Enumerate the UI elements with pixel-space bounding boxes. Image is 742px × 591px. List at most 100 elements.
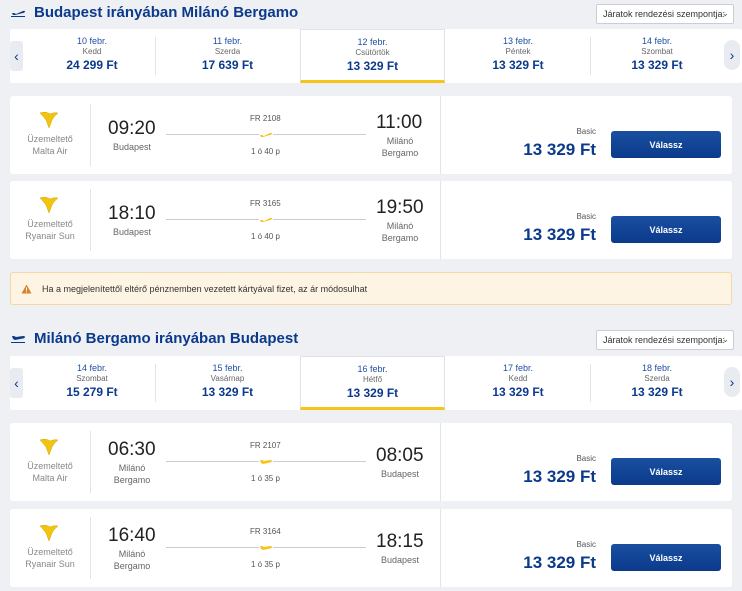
date-price: 13 329 Ft	[631, 385, 683, 399]
divider	[90, 104, 91, 166]
flight-card: Üzemeltető Ryanair Sun 18:10 Budapest FR…	[10, 181, 732, 259]
date-label: 13 febr.	[502, 36, 534, 46]
arrival-place: Budapest	[380, 555, 420, 565]
prev-dates-button[interactable]: ‹	[10, 368, 23, 398]
ryanair-harp-icon	[39, 196, 59, 214]
flight-card: Üzemeltető Ryanair Sun 16:40 Milánó Berg…	[10, 509, 732, 587]
operator-name: Malta Air	[32, 146, 68, 156]
plane-icon	[259, 455, 273, 467]
arrival-time: 08:05	[376, 445, 424, 466]
date-label: 12 febr.	[357, 37, 388, 47]
select-flight-button[interactable]: Válassz	[611, 458, 721, 485]
arrival-time: 18:15	[376, 531, 424, 552]
arrival-place: Milánó	[386, 221, 414, 231]
arrival-place-detail: Bergamo	[381, 233, 419, 243]
inbound-header: Milánó Bergamo irányában Budapest	[10, 327, 298, 349]
warning-icon	[21, 284, 32, 293]
weekday-label: Szerda	[214, 47, 241, 56]
plane-return-icon	[11, 336, 25, 343]
plane-depart-icon	[11, 10, 25, 17]
warning-text: Ha a megjelenítettől eltérő pénznemben v…	[42, 283, 368, 294]
departure-place-detail: Bergamo	[113, 475, 151, 485]
fare-type: Basic	[576, 127, 596, 136]
arrival-time: 11:00	[376, 112, 423, 133]
date-option[interactable]: 11 febr. Szerda 17 639 Ft	[156, 29, 299, 83]
flight-duration: 1 ó 40 p	[251, 147, 280, 156]
date-option-selected[interactable]: 16 febr. Hétfő 13 329 Ft	[300, 356, 445, 410]
next-dates-button[interactable]: ›	[724, 367, 740, 397]
flight-price: 13 329 Ft	[523, 140, 596, 159]
inbound-date-bar: ‹ 14 febr. Szombat 15 279 Ft 15 febr. Va…	[10, 356, 742, 410]
date-option[interactable]: 18 febr. Szerda 13 329 Ft	[591, 356, 723, 410]
plane-icon	[259, 213, 273, 225]
sort-label: Járatok rendezési szempontja:	[603, 9, 726, 19]
operator-label: Üzemeltető	[27, 461, 73, 471]
date-price: 17 639 Ft	[201, 58, 254, 72]
flight-price: 13 329 Ft	[523, 225, 596, 244]
date-price: 24 299 Ft	[66, 58, 118, 72]
date-option-selected[interactable]: 12 febr. Csütörtök 13 329 Ft	[300, 29, 445, 83]
departure-place: Budapest	[112, 227, 152, 237]
operator-label: Üzemeltető	[27, 547, 73, 557]
select-flight-button[interactable]: Válassz	[611, 544, 721, 571]
divider	[590, 364, 591, 402]
divider	[590, 37, 591, 75]
date-option[interactable]: 15 febr. Vasárnap 13 329 Ft	[156, 356, 299, 410]
flight-duration: 1 ó 40 p	[251, 232, 280, 241]
select-flight-button[interactable]: Válassz	[611, 216, 721, 243]
weekday-label: Szombat	[641, 47, 673, 56]
date-option[interactable]: 17 febr. Kedd 13 329 Ft	[446, 356, 590, 410]
date-price: 13 329 Ft	[492, 385, 544, 399]
departure-time: 16:40	[108, 525, 156, 546]
departure-time: 09:20	[108, 118, 156, 139]
date-label: 15 febr.	[212, 363, 243, 373]
weekday-label: Kedd	[82, 47, 102, 56]
flight-card: Üzemeltető Malta Air 06:30 Milánó Bergam…	[10, 423, 732, 501]
weekday-label: Péntek	[505, 47, 531, 56]
plane-icon	[259, 541, 273, 553]
date-option[interactable]: 14 febr. Szombat 15 279 Ft	[29, 356, 155, 410]
date-label: 10 febr.	[76, 36, 108, 46]
date-label: 17 febr.	[502, 363, 534, 373]
divider	[155, 364, 156, 402]
select-flight-button[interactable]: Válassz	[611, 131, 721, 158]
outbound-header: Budapest irányában Milánó Bergamo	[10, 1, 298, 23]
divider	[155, 37, 156, 75]
date-label: 14 febr.	[76, 363, 108, 373]
flight-number: FR 3164	[250, 527, 281, 536]
date-price: 13 329 Ft	[201, 385, 254, 399]
flight-duration: 1 ó 35 p	[251, 560, 280, 569]
fare-type: Basic	[576, 212, 596, 221]
arrival-place-detail: Bergamo	[381, 148, 419, 158]
fare-type: Basic	[576, 454, 596, 463]
departure-time: 18:10	[108, 203, 156, 224]
date-price: 15 279 Ft	[66, 385, 118, 399]
date-option[interactable]: 13 febr. Péntek 13 329 Ft	[446, 29, 590, 83]
flight-card: Üzemeltető Malta Air 09:20 Budapest FR 2…	[10, 96, 732, 174]
departure-place: Budapest	[112, 142, 152, 152]
chevron-left-icon: ‹	[14, 375, 19, 391]
ryanair-harp-icon	[39, 524, 59, 542]
inbound-sort-select[interactable]: Járatok rendezési szempontja: ⌄	[596, 330, 734, 350]
operator-name: Malta Air	[32, 473, 68, 483]
ryanair-harp-icon	[39, 438, 59, 456]
sort-label: Járatok rendezési szempontja:	[603, 335, 726, 345]
date-option[interactable]: 14 febr. Szombat 13 329 Ft	[591, 29, 723, 83]
chevron-left-icon: ‹	[14, 48, 19, 64]
outbound-title: Budapest irányában Milánó Bergamo	[34, 3, 299, 21]
operator-name: Ryanair Sun	[25, 231, 75, 241]
divider	[440, 509, 441, 587]
departure-place: Milánó	[118, 463, 146, 473]
arrival-place: Budapest	[380, 469, 420, 479]
date-price: 13 329 Ft	[492, 58, 544, 72]
prev-dates-button[interactable]: ‹	[10, 41, 23, 71]
flight-number: FR 3165	[250, 199, 281, 208]
date-price: 13 329 Ft	[346, 386, 399, 400]
outbound-sort-select[interactable]: Járatok rendezési szempontja: ⌄	[596, 4, 734, 24]
flight-price: 13 329 Ft	[523, 467, 596, 486]
date-option[interactable]: 10 febr. Kedd 24 299 Ft	[29, 29, 155, 83]
divider	[440, 96, 441, 174]
next-dates-button[interactable]: ›	[724, 40, 740, 70]
chevron-down-icon: ⌄	[721, 8, 729, 18]
departure-place: Milánó	[118, 549, 146, 559]
